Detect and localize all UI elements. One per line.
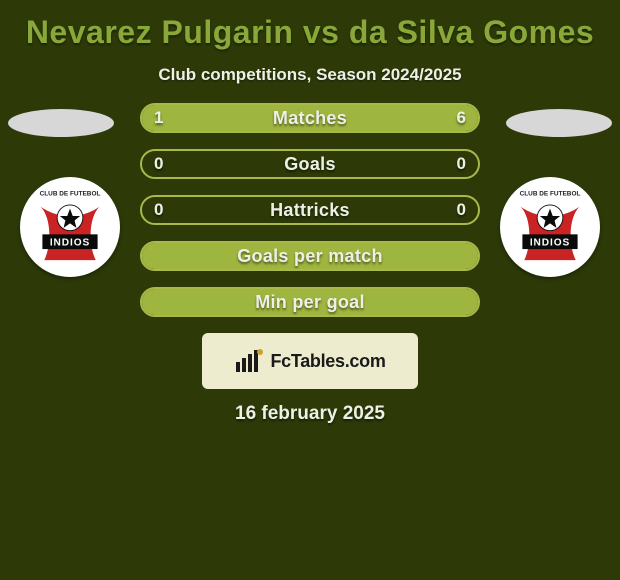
stat-value-right xyxy=(454,289,478,315)
comparison-date: 16 february 2025 xyxy=(0,403,620,425)
stat-row: Goals per match xyxy=(140,241,480,271)
stat-row: Min per goal xyxy=(140,287,480,317)
stat-value-left: 0 xyxy=(142,151,175,177)
club-logo-right: CLUB DE FUTEBOL INDIOS xyxy=(500,177,600,277)
stat-value-right: 6 xyxy=(445,105,478,131)
stat-label: Goals xyxy=(142,151,478,177)
stat-row: 1 6Matches xyxy=(140,103,480,133)
stat-value-right: 0 xyxy=(445,197,478,223)
branding-badge: FcTables.com xyxy=(202,333,418,389)
club-badge-icon: CLUB DE FUTEBOL INDIOS xyxy=(504,181,596,273)
branding-text: FcTables.com xyxy=(270,351,385,372)
stat-value-left xyxy=(142,289,166,315)
stat-value-right xyxy=(454,243,478,269)
stat-value-right: 0 xyxy=(445,151,478,177)
comparison-container: Nevarez Pulgarin vs da Silva Gomes Club … xyxy=(0,0,620,425)
stat-value-left: 0 xyxy=(142,197,175,223)
page-title: Nevarez Pulgarin vs da Silva Gomes xyxy=(0,0,620,57)
club-badge-icon: CLUB DE FUTEBOL INDIOS xyxy=(24,181,116,273)
stat-label: Hattricks xyxy=(142,197,478,223)
stats-area: CLUB DE FUTEBOL INDIOS CLUB DE FUTEBOL I… xyxy=(0,103,620,425)
player-avatar-left xyxy=(8,109,114,137)
stat-label: Min per goal xyxy=(142,289,478,315)
stat-value-left xyxy=(142,243,166,269)
stat-label: Matches xyxy=(142,105,478,131)
svg-text:INDIOS: INDIOS xyxy=(50,237,90,248)
stat-row: 0 0Hattricks xyxy=(140,195,480,225)
stat-value-left: 1 xyxy=(142,105,175,131)
svg-text:CLUB DE FUTEBOL: CLUB DE FUTEBOL xyxy=(40,191,101,198)
club-logo-left: CLUB DE FUTEBOL INDIOS xyxy=(20,177,120,277)
stat-bars: 16Matches00Goals00HattricksGoals per mat… xyxy=(140,103,480,317)
fctables-logo-icon xyxy=(234,348,264,374)
svg-text:INDIOS: INDIOS xyxy=(530,237,570,248)
svg-text:CLUB DE FUTEBOL: CLUB DE FUTEBOL xyxy=(520,191,581,198)
stat-row: 0 0Goals xyxy=(140,149,480,179)
player-avatar-right xyxy=(506,109,612,137)
stat-label: Goals per match xyxy=(142,243,478,269)
page-subtitle: Club competitions, Season 2024/2025 xyxy=(0,57,620,103)
